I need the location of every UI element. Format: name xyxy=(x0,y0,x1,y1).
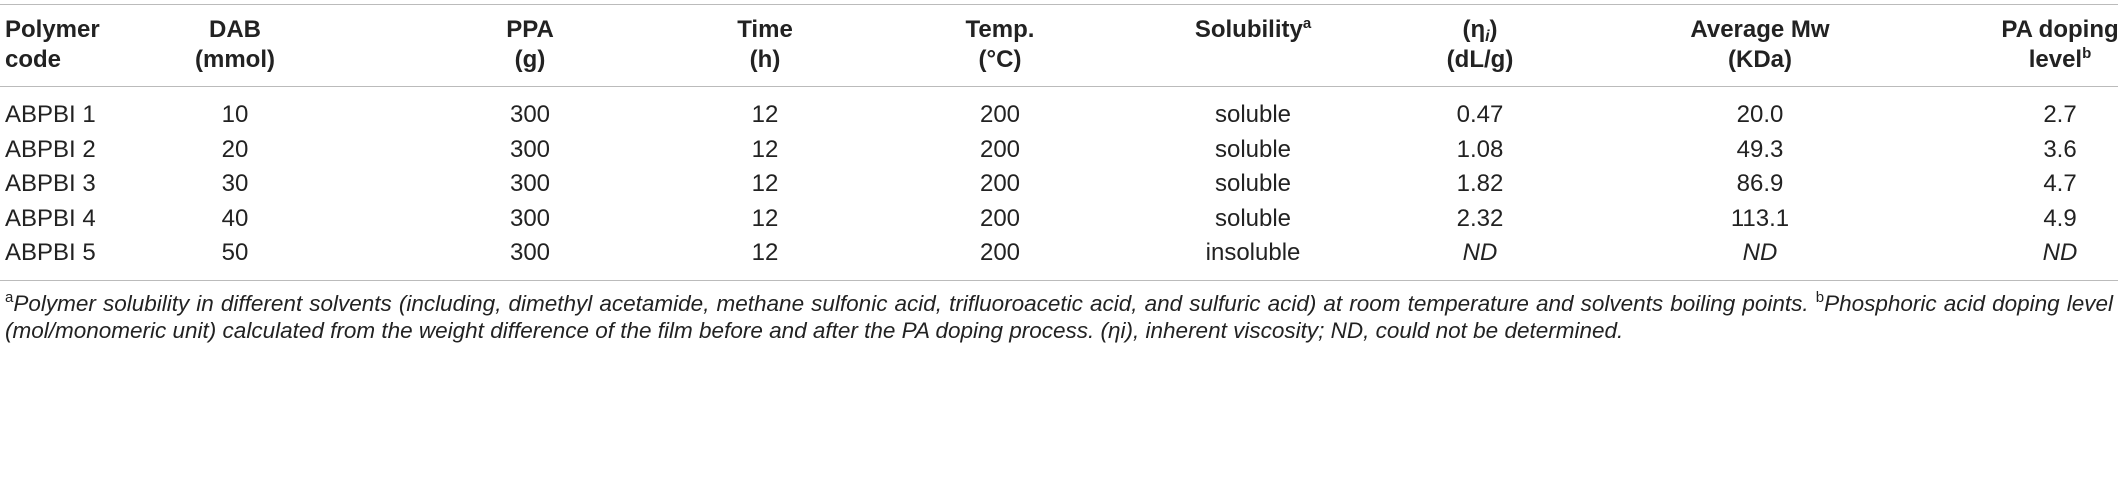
table-cell: 12 xyxy=(751,204,779,232)
table-cell: soluble xyxy=(1214,204,1292,232)
table-cell: 30 xyxy=(221,170,249,197)
header-text: Time xyxy=(737,16,793,43)
header-cell: PA doping xyxy=(2001,15,2118,45)
table-cell: 113.1 xyxy=(1730,204,1790,232)
header-text: (g) xyxy=(514,46,546,73)
table-cell: 200 xyxy=(979,101,1021,128)
table-cell: ND xyxy=(1462,239,1498,266)
table-cell: 300 xyxy=(509,239,551,266)
table-cell: 20.0 xyxy=(1736,101,1784,128)
footnote-text: Phosphoric acid doping level (mol/monome… xyxy=(5,291,2113,343)
table-cell: soluble xyxy=(1214,170,1292,197)
table-cell: ABPBI 5 xyxy=(5,239,96,266)
header-text: (η xyxy=(1462,16,1486,43)
header-cell: Average Mw xyxy=(1690,15,1829,45)
header-cell: levelb xyxy=(2029,45,2092,75)
header-subscript: i xyxy=(1485,28,1490,45)
header-cell: Polymer xyxy=(5,15,100,45)
header-cell: Temp. xyxy=(966,15,1035,45)
table-cell: 4.7 xyxy=(2043,170,2077,197)
table-cell: 300 xyxy=(509,170,551,197)
header-cell: Solubilitya xyxy=(1195,15,1311,45)
footnote-mark: b xyxy=(1815,289,1825,306)
footnote: aPolymer solubility in different solvent… xyxy=(5,290,2113,344)
header-text: DAB xyxy=(209,16,261,43)
table-cell: ABPBI 1 xyxy=(5,101,96,128)
table-cell: 200 xyxy=(979,204,1021,232)
header-text: level xyxy=(2028,46,2083,73)
table-cell: ABPBI 2 xyxy=(5,135,96,163)
header-text: Temp. xyxy=(965,16,1035,43)
table-cell: 2.7 xyxy=(2043,101,2077,128)
header-cell: (°C) xyxy=(979,45,1022,75)
header-cell: PPA xyxy=(506,15,554,45)
table-cell: 12 xyxy=(751,170,779,197)
header-text: (mmol) xyxy=(195,46,275,73)
table-cell: 4.9 xyxy=(2043,204,2077,232)
header-text: (dL/g) xyxy=(1446,46,1514,73)
table-cell: 12 xyxy=(751,135,779,163)
header-text: (KDa) xyxy=(1728,46,1792,73)
table-cell: 200 xyxy=(979,239,1021,266)
header-cell: (dL/g) xyxy=(1447,45,1514,75)
table-cell: insoluble xyxy=(1205,239,1301,266)
table-cell: ND xyxy=(1742,239,1778,266)
header-cell: code xyxy=(5,45,61,75)
header-rule xyxy=(0,86,2118,87)
table-cell: 300 xyxy=(509,204,551,232)
table-cell: 86.9 xyxy=(1736,170,1784,197)
header-cell: (h) xyxy=(750,45,781,75)
table-cell: 3.6 xyxy=(2043,135,2077,163)
header-cell: (KDa) xyxy=(1728,45,1792,75)
table-cell: 200 xyxy=(979,170,1021,197)
bottom-rule xyxy=(0,280,2118,281)
table-cell: 49.3 xyxy=(1736,135,1784,163)
header-text: PA doping xyxy=(2001,16,2118,43)
table-cell: 40 xyxy=(221,204,249,232)
table-cell: 50 xyxy=(221,239,249,266)
header-cell: (g) xyxy=(515,45,546,75)
header-superscript: a xyxy=(1302,15,1312,32)
table-cell: ABPBI 4 xyxy=(5,204,96,232)
header-cell: (mmol) xyxy=(195,45,275,75)
table-cell: 200 xyxy=(979,135,1021,163)
table-cell: 2.32 xyxy=(1456,204,1504,232)
header-cell: DAB xyxy=(209,15,261,45)
header-text: Average Mw xyxy=(1690,16,1830,43)
header-text: Solubility xyxy=(1194,16,1303,43)
table-cell: 1.82 xyxy=(1456,170,1504,197)
header-text: code xyxy=(5,46,62,73)
header-text: (°C) xyxy=(978,46,1022,73)
table-cell: 300 xyxy=(509,101,551,128)
table-cell: ND xyxy=(2042,239,2078,266)
table-cell: 300 xyxy=(509,135,551,163)
header-cell: Time xyxy=(737,15,793,45)
header-superscript: b xyxy=(2082,45,2092,62)
header-text: ) xyxy=(1489,16,1498,43)
table-cell: 20 xyxy=(221,135,249,163)
header-text: PPA xyxy=(506,16,554,43)
header-text: Polymer xyxy=(5,16,100,43)
table-cell: 12 xyxy=(751,239,779,266)
table-cell: 10 xyxy=(221,101,249,128)
table-cell: ABPBI 3 xyxy=(5,170,96,197)
top-rule xyxy=(0,4,2118,5)
table-cell: 0.47 xyxy=(1456,101,1504,128)
table-cell: 12 xyxy=(751,101,779,128)
header-cell: (ηi) xyxy=(1462,15,1497,45)
footnote-mark: a xyxy=(5,289,14,306)
header-text: (h) xyxy=(749,46,781,73)
table-cell: 1.08 xyxy=(1456,135,1504,163)
table-cell: soluble xyxy=(1214,135,1292,163)
table-cell: soluble xyxy=(1214,101,1292,128)
footnote-text: Polymer solubility in different solvents… xyxy=(13,291,1816,316)
